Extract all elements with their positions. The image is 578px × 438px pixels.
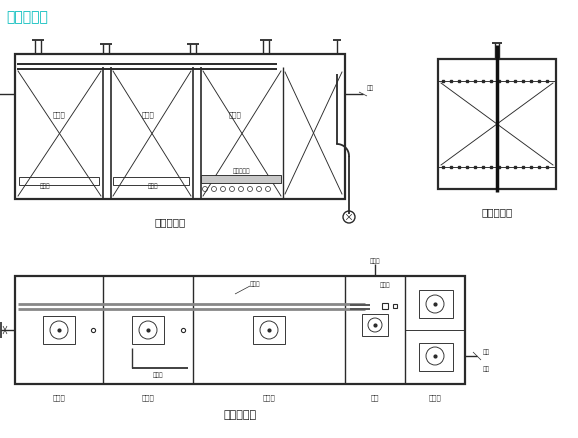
Bar <box>15 276 465 384</box>
Text: 设备立面图: 设备立面图 <box>154 216 186 226</box>
Text: 厌氧池: 厌氧池 <box>53 394 65 400</box>
Text: 结构及原理: 结构及原理 <box>6 10 48 24</box>
Text: 回流泵: 回流泵 <box>148 183 158 188</box>
Text: 出水: 出水 <box>367 85 374 91</box>
Text: 设备侧面图: 设备侧面图 <box>481 207 513 216</box>
Bar <box>43 316 75 344</box>
Text: 设备平面图: 设备平面图 <box>224 409 257 419</box>
Text: 污泥泵: 污泥泵 <box>40 183 50 188</box>
Text: 缺氧池: 缺氧池 <box>142 394 154 400</box>
Bar <box>132 316 164 344</box>
Text: 出水: 出水 <box>483 348 490 354</box>
Text: 曝气管系统: 曝气管系统 <box>232 168 250 173</box>
Text: 排泥: 排泥 <box>483 365 490 371</box>
Bar <box>113 177 189 186</box>
Text: 回流泵: 回流泵 <box>153 371 163 377</box>
Text: 膜组件: 膜组件 <box>250 281 260 286</box>
Bar <box>15 55 345 200</box>
Text: 清水池: 清水池 <box>429 394 442 400</box>
Text: 厌氧池: 厌氧池 <box>53 111 65 118</box>
Text: 好氧池: 好氧池 <box>229 111 242 118</box>
Bar <box>438 60 556 190</box>
Bar <box>419 290 453 318</box>
Text: 出水阀: 出水阀 <box>380 282 390 287</box>
Bar <box>201 176 281 184</box>
Bar <box>362 314 388 336</box>
Bar <box>253 316 285 344</box>
Bar <box>419 343 453 371</box>
Text: 缺氧池: 缺氧池 <box>142 111 154 118</box>
Bar <box>19 177 99 186</box>
Text: 好氧池: 好氧池 <box>262 394 275 400</box>
Text: 排泥泵: 排泥泵 <box>370 258 380 263</box>
Text: 膜池: 膜池 <box>370 394 379 400</box>
